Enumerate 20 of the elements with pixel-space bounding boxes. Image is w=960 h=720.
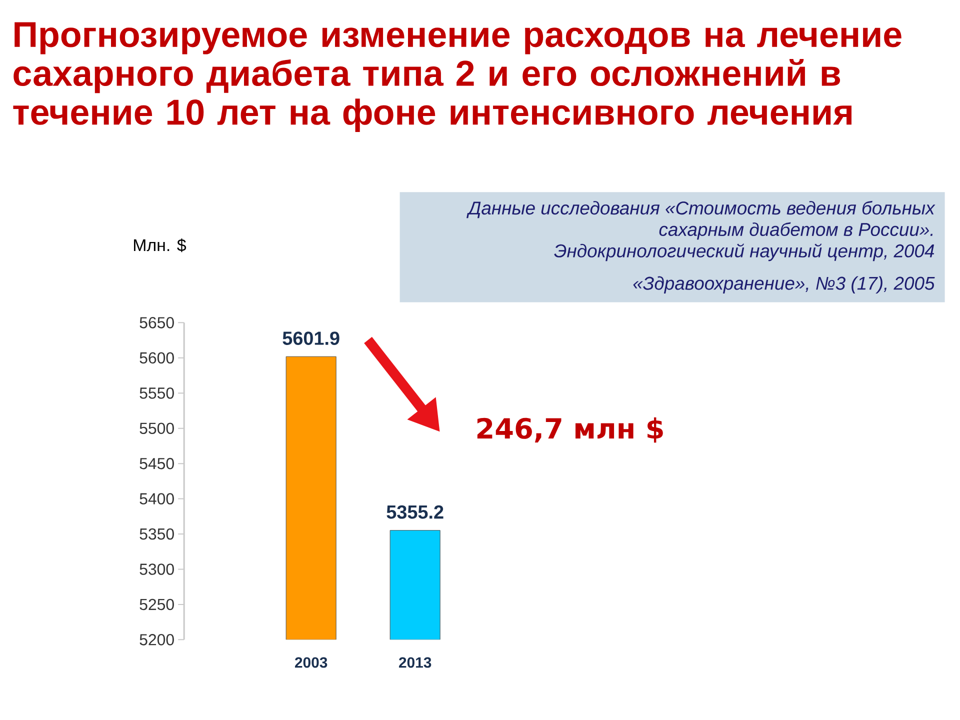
- y-tick-label: 5450: [140, 458, 174, 470]
- y-tick-label: 5600: [140, 352, 174, 364]
- y-tick-label: 5200: [140, 634, 174, 646]
- data-label: 5355.2: [386, 505, 444, 519]
- y-tick-label: 5500: [140, 422, 174, 434]
- y-tick-label: 5250: [140, 598, 174, 610]
- text: Эндокринологический научный центр, 2004: [554, 244, 934, 262]
- text: Данные исследования «Стоимость ведения больных сахарным диабетом в России».: [466, 200, 936, 240]
- y-tick-label: 5350: [140, 528, 174, 540]
- data-label: 5601.9: [282, 332, 340, 345]
- y-axis-title: Млн. $: [134, 238, 186, 252]
- y-tick-label: 5550: [140, 387, 174, 399]
- x-tick-label: 2003: [294, 657, 328, 668]
- y-tick-label: 5650: [140, 317, 174, 328]
- y-tick-label: 5400: [140, 493, 174, 504]
- chart-title: Прогнозируемое изменение расходов на лечение сахарного диабета типа 2 и его осложнений в течение 10 лет на фоне интенсивного лечения: [13, 22, 902, 132]
- y-tick-label: 5300: [140, 564, 174, 575]
- text: 246,7 млн $: [477, 417, 663, 443]
- x-tick-label: 2013: [398, 657, 432, 668]
- text: «Здравоохранение», №3 (17), 2005: [633, 276, 935, 294]
